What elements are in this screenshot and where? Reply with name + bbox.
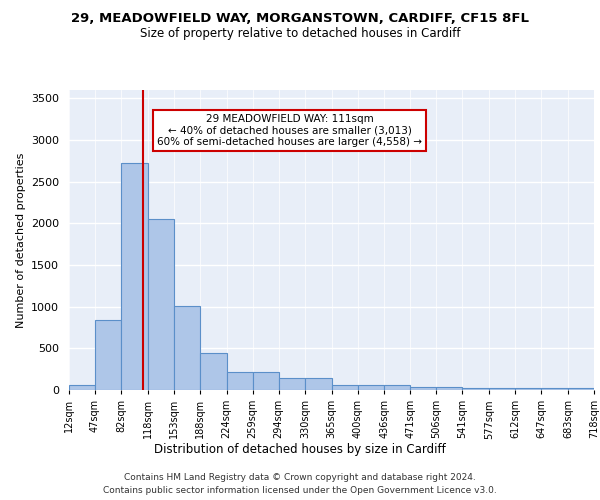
Text: Contains public sector information licensed under the Open Government Licence v3: Contains public sector information licen… [103,486,497,495]
Bar [227,372,253,390]
Bar [489,388,515,390]
Bar [568,388,594,390]
Text: Distribution of detached houses by size in Cardiff: Distribution of detached houses by size … [154,442,446,456]
Bar [279,378,305,390]
Bar [95,320,121,390]
Bar [148,219,174,390]
Bar [253,372,279,390]
Bar [436,386,463,390]
Bar [463,388,489,390]
Bar [541,388,568,390]
Bar [200,352,227,390]
Bar [515,388,541,390]
Bar [174,306,200,390]
Bar [121,164,148,390]
Bar [410,386,436,390]
Text: Contains HM Land Registry data © Crown copyright and database right 2024.: Contains HM Land Registry data © Crown c… [124,472,476,482]
Text: Size of property relative to detached houses in Cardiff: Size of property relative to detached ho… [140,28,460,40]
Text: 29 MEADOWFIELD WAY: 111sqm
← 40% of detached houses are smaller (3,013)
60% of s: 29 MEADOWFIELD WAY: 111sqm ← 40% of deta… [157,114,422,147]
Bar [69,385,95,390]
Bar [305,378,331,390]
Y-axis label: Number of detached properties: Number of detached properties [16,152,26,328]
Bar [384,385,410,390]
Bar [332,385,358,390]
Text: 29, MEADOWFIELD WAY, MORGANSTOWN, CARDIFF, CF15 8FL: 29, MEADOWFIELD WAY, MORGANSTOWN, CARDIF… [71,12,529,26]
Bar [358,385,384,390]
